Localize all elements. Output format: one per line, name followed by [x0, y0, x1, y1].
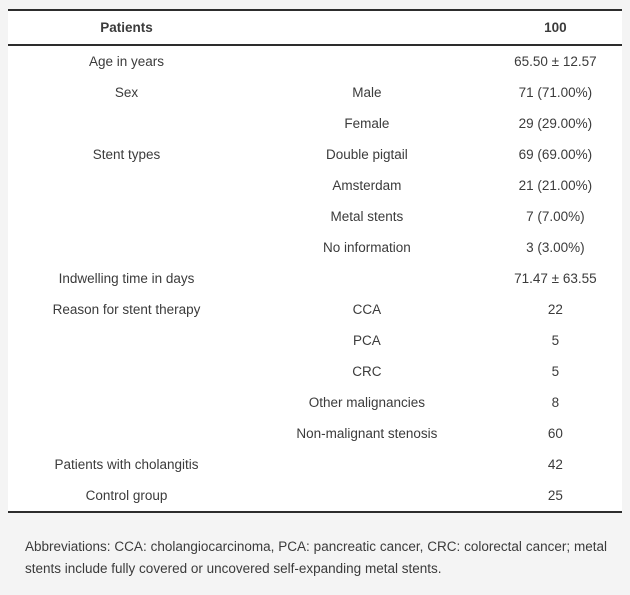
row-label: Reason for stent therapy [52, 302, 201, 317]
row-label [8, 418, 245, 449]
row-sublabel: Amsterdam [332, 178, 402, 193]
row-value: 8 [551, 395, 560, 410]
row-label: Sex [114, 85, 139, 100]
header-patients: Patients [8, 10, 245, 46]
row-value: 7 (7.00%) [526, 209, 585, 224]
table-row: Control group 25 [8, 480, 622, 512]
table-row: Female 29 (29.00%) [8, 108, 622, 139]
row-label: Patients with cholangitis [54, 457, 199, 472]
row-sublabel: CRC [352, 364, 382, 379]
table-row: Metal stents 7 (7.00%) [8, 201, 622, 232]
row-sublabel [245, 480, 489, 512]
row-sublabel: Non-malignant stenosis [296, 426, 438, 441]
row-label [8, 201, 245, 232]
row-value: 60 [547, 426, 563, 441]
row-value: 29 (29.00%) [518, 116, 593, 131]
row-label [8, 356, 245, 387]
row-sublabel: PCA [352, 333, 381, 348]
row-label: Age in years [88, 54, 165, 69]
row-value: 21 (21.00%) [518, 178, 593, 193]
row-label [8, 108, 245, 139]
row-sublabel: Male [352, 85, 382, 100]
table-row: CRC 5 [8, 356, 622, 387]
table-row: Stent types Double pigtail 69 (69.00%) [8, 139, 622, 170]
row-sublabel: Metal stents [330, 209, 404, 224]
table-header-row: Patients 100 [8, 10, 622, 46]
table-row: No information 3 (3.00%) [8, 232, 622, 263]
row-value: 5 [551, 364, 560, 379]
header-total-count: 100 [488, 10, 622, 46]
row-sublabel [245, 263, 489, 294]
table-row: PCA 5 [8, 325, 622, 356]
row-value: 42 [547, 457, 563, 472]
row-value: 71 (71.00%) [518, 85, 593, 100]
row-sublabel [245, 449, 489, 480]
row-value: 65.50 ± 12.57 [514, 54, 597, 69]
table-row: Reason for stent therapy CCA 22 [8, 294, 622, 325]
row-value: 3 (3.00%) [526, 240, 585, 255]
table-row: Other malignancies 8 [8, 387, 622, 418]
patients-table: Patients 100 Age in years 65.50 ± 12.57 … [8, 9, 622, 513]
row-value: 25 [547, 488, 563, 503]
row-label: Control group [85, 488, 168, 503]
row-value: 5 [551, 333, 560, 348]
table-row: Indwelling time in days 71.47 ± 63.55 [8, 263, 622, 294]
row-label: Indwelling time in days [58, 271, 195, 286]
row-sublabel: Other malignancies [308, 395, 426, 410]
row-sublabel: Female [344, 116, 390, 131]
row-label [8, 232, 245, 263]
row-value: 22 [547, 302, 563, 317]
abbreviations-footnote: Abbreviations: CCA: cholangiocarcinoma, … [25, 539, 607, 576]
row-sublabel: No information [322, 240, 411, 255]
row-label [8, 170, 245, 201]
table-row: Sex Male 71 (71.00%) [8, 77, 622, 108]
row-label [8, 387, 245, 418]
patients-table-card: Patients 100 Age in years 65.50 ± 12.57 … [8, 9, 622, 513]
row-sublabel: Double pigtail [325, 147, 408, 162]
row-value: 71.47 ± 63.55 [514, 271, 597, 286]
row-sublabel: CCA [352, 302, 382, 317]
row-value: 69 (69.00%) [518, 147, 593, 162]
table-row: Age in years 65.50 ± 12.57 [8, 45, 622, 77]
table-row: Patients with cholangitis 42 [8, 449, 622, 480]
table-row: Amsterdam 21 (21.00%) [8, 170, 622, 201]
header-empty [245, 10, 489, 46]
row-label [8, 325, 245, 356]
table-row: Non-malignant stenosis 60 [8, 418, 622, 449]
row-sublabel [245, 45, 489, 77]
row-label: Stent types [92, 147, 161, 162]
